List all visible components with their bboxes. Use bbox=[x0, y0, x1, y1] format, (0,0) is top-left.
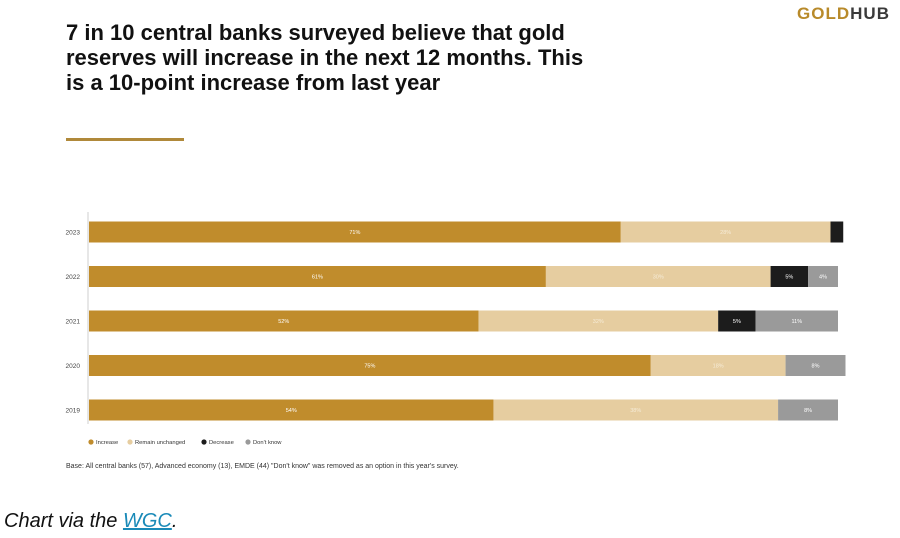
bar-2022-decrease bbox=[770, 266, 809, 287]
legend-swatch-don-t-know bbox=[245, 439, 251, 445]
y-tick-label-2019: 2019 bbox=[66, 408, 81, 415]
bar-2023-decrease bbox=[830, 221, 844, 243]
wgc-link[interactable]: WGC bbox=[122, 510, 172, 532]
data-label-2019-remain-unchanged: 38% bbox=[630, 408, 641, 414]
bar-2019-don-t-know bbox=[778, 399, 838, 421]
data-label-2022-don-t-know: 4% bbox=[819, 275, 827, 281]
y-tick-label-2022: 2022 bbox=[66, 274, 81, 281]
legend-label-don-t-know: Don't know bbox=[253, 440, 282, 446]
legend-label-increase: Increase bbox=[96, 440, 118, 446]
base-note: Base: All central banks (57), Advanced e… bbox=[66, 463, 459, 470]
bar-2021-don-t-know bbox=[755, 310, 838, 332]
bar-2022-don-t-know bbox=[808, 266, 838, 287]
data-label-2023-remain-unchanged: 28% bbox=[720, 230, 731, 236]
bar-2021-remain-unchanged bbox=[478, 310, 719, 332]
data-label-2021-remain-unchanged: 32% bbox=[593, 319, 604, 325]
y-tick-label-2023: 2023 bbox=[66, 230, 81, 237]
legend-swatch-remain-unchanged bbox=[127, 439, 133, 445]
data-label-2022-increase: 61% bbox=[312, 275, 323, 281]
logo-hub: HUB bbox=[850, 4, 890, 23]
data-label-2019-increase: 54% bbox=[286, 408, 297, 414]
goldhub-logo: GOLDHUB bbox=[797, 4, 890, 24]
data-label-2022-decrease: 5% bbox=[785, 275, 793, 281]
data-label-2021-increase: 52% bbox=[278, 319, 289, 325]
logo-gold: GOLD bbox=[797, 4, 851, 23]
caption-suffix: . bbox=[171, 510, 178, 532]
bar-2022-remain-unchanged bbox=[545, 266, 771, 287]
legend-label-decrease: Decrease bbox=[209, 440, 234, 446]
bar-2020-don-t-know bbox=[785, 355, 846, 376]
bar-2020-remain-unchanged bbox=[650, 355, 786, 376]
chart-caption: Chart via the WGC. bbox=[4, 510, 177, 533]
bar-2020-increase bbox=[89, 355, 651, 376]
legend-swatch-decrease bbox=[201, 439, 207, 445]
bar-2021-decrease bbox=[718, 310, 756, 332]
data-label-2020-increase: 75% bbox=[364, 364, 375, 370]
data-label-2020-remain-unchanged: 18% bbox=[713, 364, 724, 370]
data-label-2022-remain-unchanged: 30% bbox=[653, 275, 664, 281]
data-label-2019-don-t-know: 8% bbox=[804, 408, 812, 414]
bar-2021-increase bbox=[89, 310, 479, 332]
data-label-2020-don-t-know: 8% bbox=[812, 364, 820, 370]
bar-2019-increase bbox=[89, 399, 494, 421]
legend-swatch-increase bbox=[88, 439, 94, 445]
data-label-2021-don-t-know: 11% bbox=[792, 319, 803, 325]
y-tick-label-2021: 2021 bbox=[66, 319, 81, 326]
data-label-2021-decrease: 5% bbox=[733, 319, 741, 325]
page-title: 7 in 10 central banks surveyed believe t… bbox=[66, 20, 584, 95]
legend-label-remain-unchanged: Remain unchanged bbox=[135, 440, 185, 446]
bar-2022-increase bbox=[89, 266, 546, 287]
caption-prefix: Chart via the bbox=[4, 510, 123, 532]
bar-2019-remain-unchanged bbox=[493, 399, 779, 421]
bar-2023-remain-unchanged bbox=[620, 221, 831, 243]
bar-2023-increase bbox=[89, 221, 621, 243]
title-underline bbox=[66, 138, 184, 141]
data-label-2023-increase: 71% bbox=[349, 230, 360, 236]
y-tick-label-2020: 2020 bbox=[66, 363, 81, 370]
